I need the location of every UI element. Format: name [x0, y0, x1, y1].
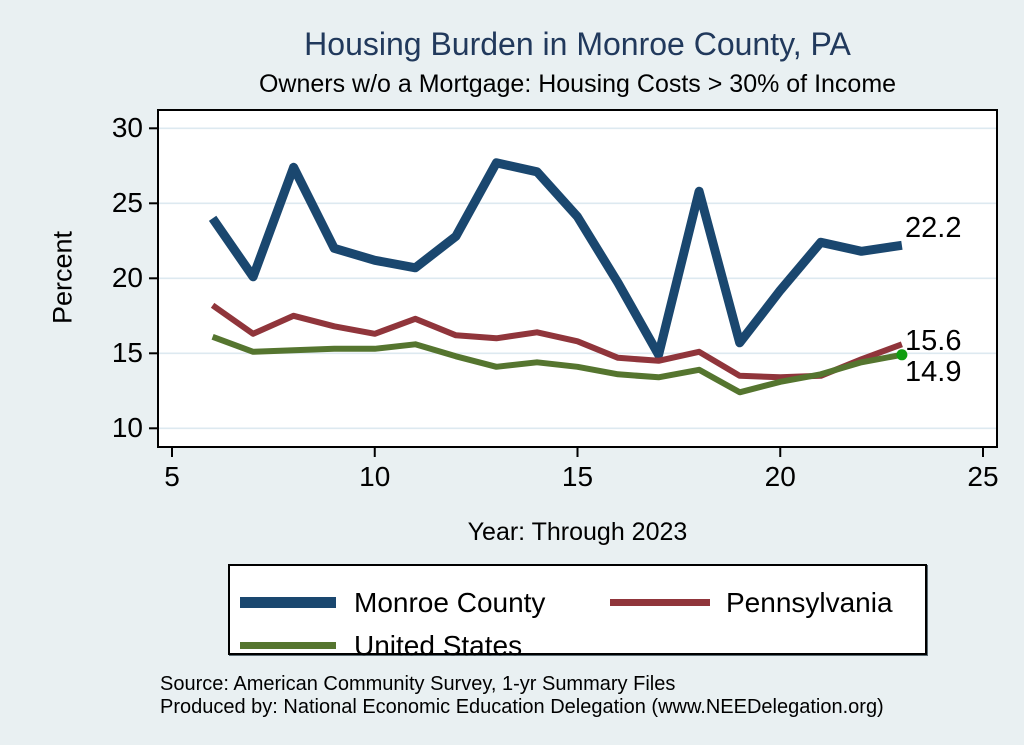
end-value-label-monroe-county: 22.2 — [905, 212, 962, 245]
line-series-monroe-county — [208, 158, 903, 360]
y-tick-label-10: 10 — [111, 412, 143, 444]
end-value-label-pennsylvania: 15.6 — [905, 325, 962, 358]
line-series-united-states — [211, 333, 903, 396]
source-note: Source: American Community Survey, 1-yr … — [160, 673, 980, 718]
y-tick-label-30: 30 — [111, 112, 143, 144]
united-states-line-swatch — [240, 642, 336, 649]
end-marker-united-states — [896, 349, 908, 361]
chart-title: Housing Burden in Monroe County, PA — [304, 26, 851, 62]
chart-subtitle: Owners w/o a Mortgage: Housing Costs > 3… — [258, 70, 897, 98]
source-line-2: Produced by: National Economic Education… — [160, 695, 884, 718]
y-tick-label-25: 25 — [111, 187, 143, 219]
x-tick-label-20: 20 — [764, 461, 796, 492]
legend-label-united-states: United States — [354, 630, 523, 661]
y-tick-label-15: 15 — [111, 337, 143, 369]
x-tick-label-15: 15 — [561, 461, 594, 492]
x-tick-label-10: 10 — [359, 461, 391, 492]
x-tick-label-5: 5 — [164, 461, 180, 492]
source-line-1: Source: American Community Survey, 1-yr … — [160, 673, 676, 695]
line-series-pennsylvania — [210, 302, 903, 381]
x-tick-label-25: 25 — [967, 461, 999, 492]
legend-label-monroe-county: Monroe County — [354, 587, 546, 618]
x-axis-title: Year: Through 2023 — [467, 518, 688, 546]
y-tick-label-20: 20 — [111, 262, 143, 294]
legend-label-pennsylvania: Pennsylvania — [726, 587, 893, 618]
pennsylvania-line-swatch — [610, 599, 710, 606]
monroe-county-line-swatch — [240, 597, 336, 608]
end-value-label-united-states: 14.9 — [905, 355, 962, 388]
legend-box: Monroe County Pennsylvania United States — [228, 564, 927, 661]
